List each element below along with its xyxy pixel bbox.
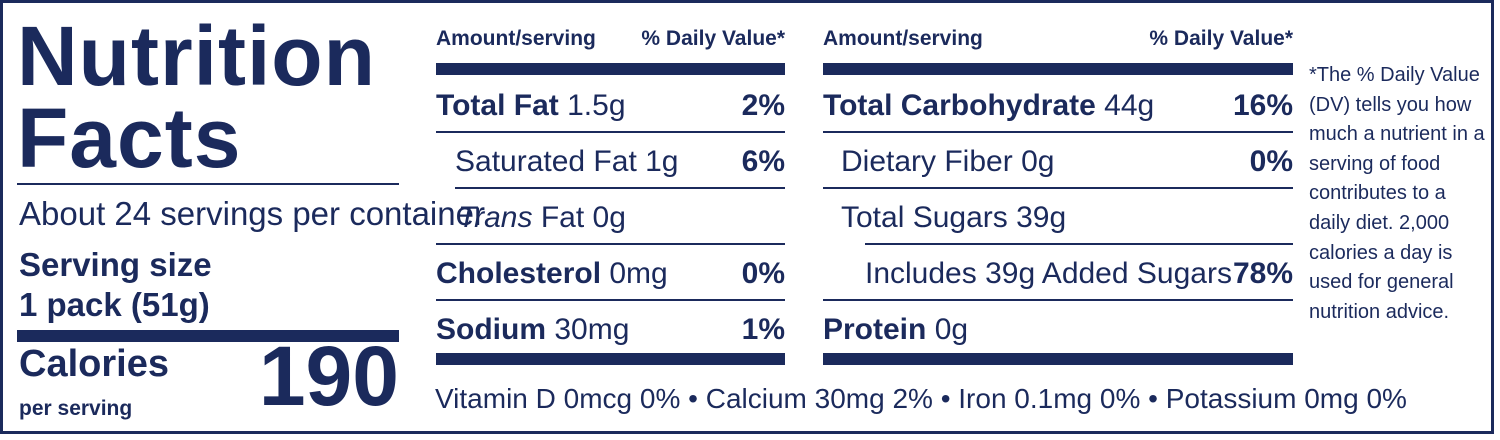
header-amount-left: Amount/serving — [436, 27, 596, 50]
header-dv-left: % Daily Value* — [641, 27, 785, 50]
title-line-2: Facts — [17, 91, 242, 185]
nutrient-amount: 0g — [1021, 145, 1055, 178]
nutrient-name: Total Carbohydrate — [823, 89, 1096, 122]
trans-fat-row: Trans Fat 0g — [458, 201, 626, 235]
nutrient-name: Cholesterol — [436, 257, 602, 290]
divider-thin — [823, 131, 1293, 133]
total-fat-dv: 2% — [741, 89, 785, 122]
serving-size-value: 1 pack (51g) — [19, 286, 210, 323]
divider-thin — [455, 187, 785, 189]
nutrient-name: Saturated Fat — [455, 145, 637, 178]
dietary-fiber-dv: 0% — [1249, 145, 1293, 178]
sodium-dv: 1% — [741, 313, 785, 346]
calories-subtitle: per serving — [19, 397, 133, 420]
nutrient-name: Total Fat — [436, 89, 559, 122]
nutrient-name: Total Sugars — [841, 201, 1008, 234]
divider-thin — [865, 243, 1293, 245]
calories-value: 190 — [258, 329, 399, 423]
total-carbohydrate-row: Total Carbohydrate 44g — [823, 89, 1154, 123]
saturated-fat-dv: 6% — [741, 145, 785, 178]
divider-thin — [436, 131, 785, 133]
calories-label: Calories — [19, 343, 169, 385]
protein-row: Protein 0g — [823, 313, 968, 347]
divider-thick — [17, 330, 399, 342]
serving-size: Serving size 1 pack (51g) — [19, 245, 212, 325]
header-dv-right: % Daily Value* — [1149, 27, 1293, 50]
divider-thin — [823, 187, 1293, 189]
added-sugars-dv: 78% — [1232, 257, 1293, 290]
saturated-fat-row: Saturated Fat 1g — [455, 145, 679, 179]
header-amount-right: Amount/serving — [823, 27, 983, 50]
divider-thick — [436, 353, 785, 365]
nutrient-name: Sodium — [436, 313, 546, 346]
divider-thin — [436, 299, 785, 301]
nutrient-amount: 39g — [1016, 201, 1067, 234]
cholesterol-row: Cholesterol 0mg — [436, 257, 668, 291]
divider-thick — [436, 63, 785, 75]
vitamins-minerals-line: Vitamin D 0mcg 0% • Calcium 30mg 2% • Ir… — [435, 383, 1407, 414]
total-carbohydrate-dv: 16% — [1232, 89, 1293, 122]
daily-value-footnote: *The % Daily Value (DV) tells you how mu… — [1309, 64, 1485, 323]
nutrient-name-italic: Trans — [458, 201, 533, 234]
nutrient-amount: 0g — [592, 201, 626, 234]
divider-thin — [823, 299, 1293, 301]
nutrient-amount: 1.5g — [567, 89, 626, 122]
nutrient-amount: 0g — [934, 313, 969, 346]
nutrient-name: Fat — [540, 201, 585, 234]
nutrient-amount: 30mg — [554, 313, 630, 346]
total-sugars-row: Total Sugars 39g — [841, 201, 1066, 235]
servings-per-container: About 24 servings per container — [19, 195, 485, 232]
cholesterol-dv: 0% — [741, 257, 785, 290]
nutrient-name: Dietary Fiber — [841, 145, 1013, 178]
added-sugars-row: Includes 39g Added Sugars — [865, 257, 1232, 291]
total-fat-row: Total Fat 1.5g — [436, 89, 626, 123]
title-line-1: Nutrition — [17, 9, 376, 103]
nutrient-amount: 1g — [645, 145, 679, 178]
divider-thin — [436, 243, 785, 245]
divider-thick — [823, 63, 1293, 75]
nutrient-text: Includes 39g Added Sugars — [865, 257, 1232, 290]
divider-thick — [823, 353, 1293, 365]
label-title: Nutrition Facts — [17, 14, 376, 180]
nutrient-amount: 44g — [1104, 89, 1155, 122]
serving-size-label: Serving size — [19, 246, 212, 283]
divider-thin — [17, 183, 399, 185]
sodium-row: Sodium 30mg — [436, 313, 629, 347]
nutrient-amount: 0mg — [609, 257, 668, 290]
nutrient-name: Protein — [823, 313, 927, 346]
dietary-fiber-row: Dietary Fiber 0g — [841, 145, 1054, 179]
